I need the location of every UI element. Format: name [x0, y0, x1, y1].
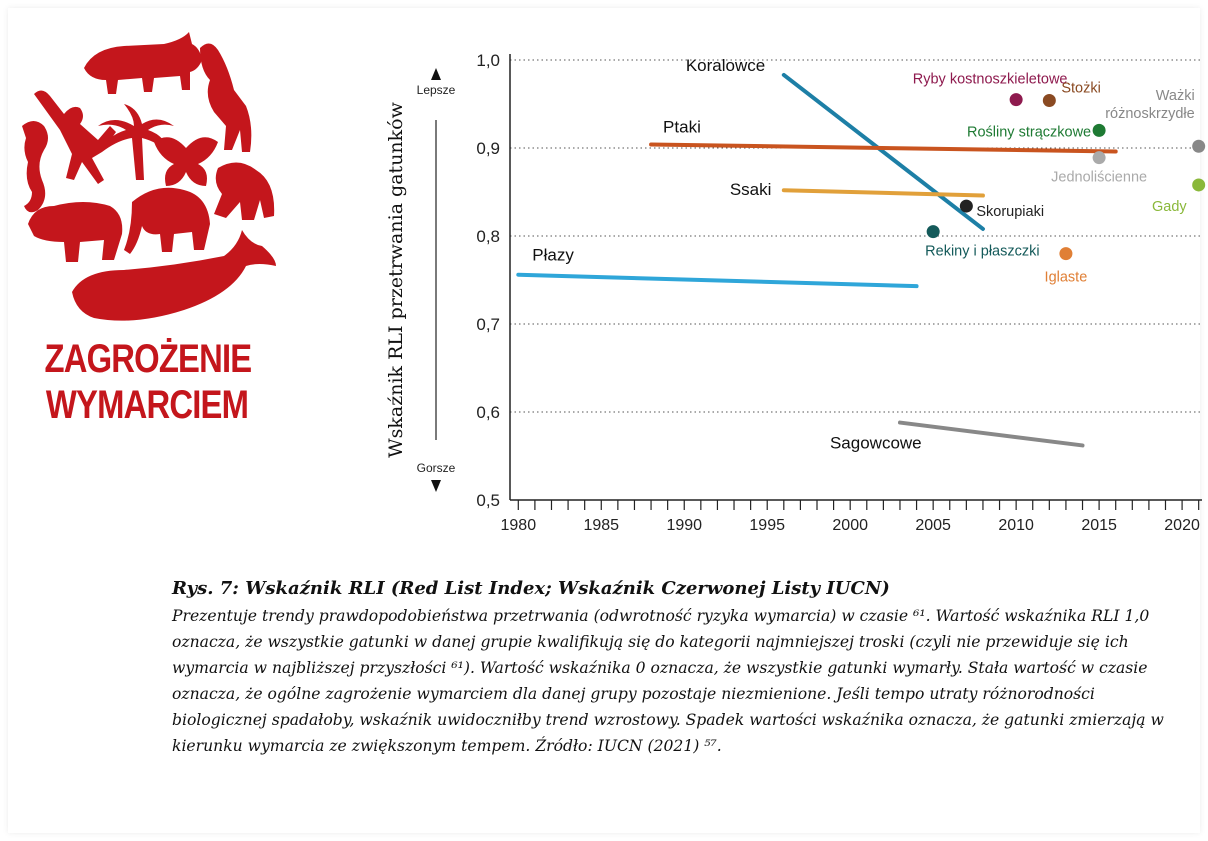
- data-point: [1192, 139, 1206, 153]
- data-point: [1092, 123, 1106, 137]
- series-label: Płazy: [532, 246, 574, 265]
- series-label: Sagowcowe: [830, 434, 922, 453]
- y-tick-label: 0,8: [476, 227, 500, 246]
- series-line-ptaki: [649, 142, 1118, 154]
- logo-title: ZAGROŻENIE WYMARCIEM: [44, 336, 253, 428]
- y-tick-label: 0,6: [476, 403, 500, 422]
- data-point: [1059, 247, 1073, 261]
- series-line-koralowce: [781, 72, 985, 231]
- butterfly-icon: [154, 137, 218, 186]
- point-label: Rośliny strączkowe: [967, 124, 1091, 140]
- y-arrow-label-better: Lepsze: [417, 83, 456, 97]
- y-axis-title: Wskaźnik RLI przetrwania gatunków: [385, 101, 407, 458]
- y-tick-label: 0,5: [476, 491, 500, 510]
- series-label: Koralowce: [686, 56, 765, 75]
- gorilla-icon: [214, 162, 275, 220]
- point-label: Gady: [1152, 199, 1187, 215]
- data-point: [1009, 93, 1023, 107]
- tiger-icon: [200, 43, 252, 152]
- x-tick-label: 1985: [583, 517, 619, 534]
- point-label: Ważki różnoskrzydłe: [1105, 88, 1194, 122]
- caption-text: Prezentuje trendy prawdopodobieństwa prz…: [172, 607, 1164, 755]
- y-tick-label: 0,9: [476, 139, 500, 158]
- y-arrow-label-worse: Gorsze: [417, 461, 456, 475]
- point-label: Iglaste: [1045, 270, 1088, 286]
- monkey-icon: [34, 90, 116, 184]
- x-tick-label: 1995: [749, 517, 785, 534]
- series-line-ssaki: [781, 188, 985, 198]
- rhino-icon: [84, 32, 202, 94]
- seahorse-icon: [22, 121, 48, 213]
- y-tick-label: 0,7: [476, 315, 500, 334]
- logo-title-line1: ZAGROŻENIE: [44, 337, 253, 381]
- bear-icon: [28, 202, 123, 262]
- endangered-animals-logo: [22, 32, 276, 321]
- series-line-sagowcowe: [897, 420, 1085, 448]
- point-label-line: Ważki: [1156, 88, 1195, 104]
- elephant-icon: [124, 187, 210, 254]
- palm-tree-icon: [98, 104, 174, 180]
- arrow-down-icon: [431, 480, 441, 492]
- logo-title-line2: WYMARCIEM: [45, 383, 249, 427]
- figure-caption: Rys. 7: Wskaźnik RLI (Red List Index; Ws…: [172, 578, 1182, 759]
- x-tick-label: 2005: [915, 517, 951, 534]
- x-tick-label: 1980: [501, 517, 537, 534]
- data-point: [959, 199, 973, 213]
- x-tick-label: 2000: [832, 517, 868, 534]
- data-point: [1092, 151, 1106, 165]
- data-point: [1192, 178, 1206, 192]
- data-point: [926, 225, 940, 239]
- series-label: Ptaki: [663, 117, 701, 136]
- point-label: Jednoliścienne: [1051, 170, 1147, 186]
- point-label: Rekiny i płaszczki: [925, 244, 1039, 260]
- point-label-line: różnoskrzydłe: [1105, 106, 1194, 122]
- x-tick-label: 1990: [666, 517, 702, 534]
- point-label: Ryby kostnoszkieletowe: [913, 72, 1068, 88]
- data-point: [1042, 93, 1056, 107]
- y-tick-label: 1,0: [476, 51, 500, 70]
- x-tick-label: 2020: [1164, 517, 1200, 534]
- series-label: Ssaki: [730, 180, 772, 199]
- x-tick-label: 2015: [1081, 517, 1117, 534]
- point-label: Stożki: [1061, 80, 1101, 96]
- whale-icon: [72, 230, 276, 321]
- caption-title: Rys. 7: Wskaźnik RLI (Red List Index; Ws…: [172, 578, 890, 599]
- arrow-up-icon: [431, 68, 441, 80]
- series-line-płazy: [516, 272, 919, 289]
- rli-chart: 0,5 0,6 0,7 0,8 0,9 1,0 1980 1985 1990 1995 2000 20…: [385, 51, 1206, 534]
- x-tick-label: 2010: [998, 517, 1034, 534]
- point-label: Skorupiaki: [976, 204, 1044, 220]
